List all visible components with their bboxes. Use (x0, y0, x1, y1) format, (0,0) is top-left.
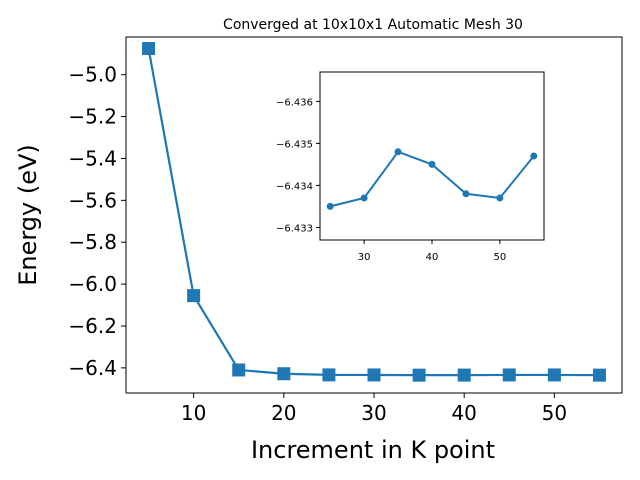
x-axis-label: Increment in K point (251, 436, 495, 464)
main-data-point (412, 368, 426, 382)
main-y-tick-label: −6.4 (68, 356, 117, 380)
main-x-tick-label: 30 (361, 401, 386, 425)
main-y-tick-label: −5.4 (68, 146, 117, 170)
inset-y-tick-label: −6.436 (276, 97, 313, 108)
inset-x-tick-label: 40 (426, 252, 439, 263)
main-y-tick-label: −5.2 (68, 105, 117, 129)
inset-data-point (360, 194, 368, 202)
inset-x-tick-label: 30 (358, 252, 371, 263)
inset-plot: 30 40 50 −6.436 −6.435 −6.434 −6.433 (276, 71, 545, 263)
main-data-point (547, 368, 561, 382)
inset-x-tick-label: 50 (494, 252, 507, 263)
main-x-tick-label: 10 (181, 401, 206, 425)
main-y-tick-label: −6.0 (68, 272, 117, 296)
main-data-point (322, 368, 336, 382)
main-x-tick-label: 50 (542, 401, 567, 425)
inset-data-point (428, 160, 436, 168)
main-data-point (277, 367, 291, 381)
inset-y-tick-label: −6.433 (276, 223, 313, 234)
chart-title: Converged at 10x10x1 Automatic Mesh 30 (223, 17, 523, 33)
main-x-tick-label: 20 (271, 401, 296, 425)
inset-data-point (462, 190, 470, 198)
main-data-point (142, 42, 156, 56)
main-y-tick-label: −6.2 (68, 314, 117, 338)
inset-data-point (530, 152, 538, 160)
inset-y-tick-label: −6.434 (276, 181, 313, 192)
inset-data-point (326, 202, 334, 210)
inset-data-point (394, 148, 402, 156)
main-data-point (232, 363, 246, 377)
inset-data-point (496, 194, 504, 202)
main-y-tick-label: −5.6 (68, 188, 117, 212)
inset-y-tick-label: −6.435 (276, 139, 313, 150)
inset-frame (319, 71, 545, 241)
main-data-point (367, 368, 381, 382)
main-data-point (187, 289, 201, 303)
main-data-point (457, 368, 471, 382)
main-y-tick-label: −5.0 (68, 63, 117, 87)
main-y-tick-label: −5.8 (68, 230, 117, 254)
main-x-tick-label: 40 (451, 401, 476, 425)
main-data-point (502, 368, 516, 382)
main-data-point (592, 368, 606, 382)
y-axis-label: Energy (eV) (14, 144, 42, 286)
